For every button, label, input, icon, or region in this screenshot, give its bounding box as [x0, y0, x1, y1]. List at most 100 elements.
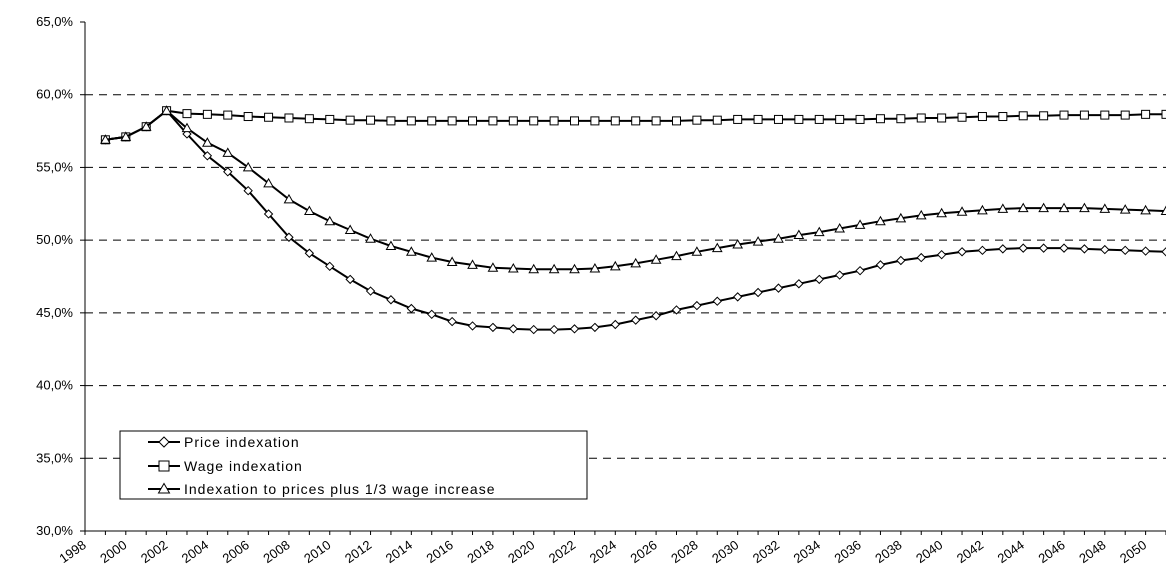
- data-point-diamond: [957, 247, 967, 257]
- data-point-diamond: [916, 252, 926, 263]
- x-tick-label: 2012: [342, 537, 374, 566]
- data-point-square: [202, 109, 212, 119]
- x-tick-label: 2026: [628, 537, 660, 566]
- data-point-diamond: [610, 319, 621, 330]
- data-point-triangle: [467, 259, 478, 269]
- data-point-triangle: [385, 240, 397, 250]
- x-tick-label: 2004: [179, 537, 211, 566]
- y-tick-labels: 30,0% 35,0% 40,0% 45,0% 50,0% 55,0% 60,0% 65,0%: [36, 14, 85, 538]
- data-point-square: [549, 116, 559, 126]
- data-point-triangle: [283, 193, 295, 204]
- data-point-diamond: [365, 286, 376, 296]
- data-point-square: [712, 115, 722, 125]
- triangle-marker-icon: [157, 482, 171, 494]
- data-point-square: [1141, 109, 1151, 119]
- data-point-triangle: [977, 204, 988, 215]
- data-point-diamond: [1161, 247, 1166, 257]
- x-tick-label: 2010: [301, 537, 333, 566]
- data-point-diamond: [794, 279, 804, 289]
- data-point-diamond: [651, 311, 661, 321]
- x-tick-label: 2030: [709, 537, 741, 566]
- data-point-square: [631, 116, 641, 126]
- data-point-square: [794, 114, 804, 124]
- data-point-square: [937, 113, 947, 123]
- data-point-square: [427, 116, 437, 126]
- data-point-triangle: [426, 252, 438, 262]
- data-point-diamond: [488, 322, 498, 333]
- data-point-square: [264, 112, 274, 122]
- axes: [84, 22, 1166, 532]
- data-point-triangle: [1160, 205, 1166, 216]
- data-point-diamond: [977, 245, 988, 256]
- x-tick-label: 2040: [913, 537, 945, 566]
- data-point-diamond: [998, 244, 1008, 254]
- data-point-triangle: [1017, 202, 1029, 213]
- x-tick-label: 2046: [1035, 537, 1067, 566]
- data-point-triangle: [202, 137, 213, 147]
- x-tick-label: 2022: [546, 537, 578, 566]
- legend-box: [119, 430, 588, 500]
- data-point-square: [508, 116, 518, 126]
- diamond-marker-icon: [158, 436, 170, 448]
- y-tick-label: 60,0%: [36, 87, 73, 102]
- x-tick-label: 2036: [831, 537, 863, 566]
- data-point-triangle: [875, 215, 886, 226]
- data-point-diamond: [630, 315, 641, 325]
- legend-item-price: Price indexation: [148, 434, 299, 450]
- data-point-triangle: [732, 238, 744, 249]
- gridlines: [85, 94, 1166, 459]
- data-point-square: [875, 114, 885, 124]
- data-point-triangle: [609, 260, 621, 271]
- legend-item-combined: Indexation to prices plus 1/3 wage incre…: [148, 481, 496, 497]
- data-point-square: [1039, 111, 1049, 121]
- data-point-square: [835, 114, 845, 124]
- data-point-triangle: [1079, 202, 1090, 213]
- data-point-square: [773, 114, 783, 124]
- data-point-diamond: [508, 324, 519, 334]
- data-point-square: [1161, 109, 1166, 119]
- x-tick-label: 2008: [260, 537, 292, 566]
- data-point-diamond: [875, 260, 886, 270]
- data-point-triangle: [650, 254, 662, 264]
- data-point-square: [855, 114, 865, 124]
- data-point-diamond: [223, 167, 233, 177]
- data-point-square: [304, 114, 314, 124]
- data-point-square: [1120, 110, 1130, 120]
- data-point-triangle: [181, 122, 193, 133]
- series-line: [105, 109, 1166, 331]
- x-tick-label: 2038: [872, 537, 904, 566]
- series-group: [100, 105, 1166, 335]
- data-point-diamond: [1038, 243, 1049, 253]
- data-point-square: [610, 116, 620, 126]
- legend-item-wage: Wage indexation: [148, 458, 302, 474]
- square-marker-icon: [158, 460, 170, 472]
- data-point-triangle: [100, 134, 111, 144]
- data-point-square: [488, 116, 498, 126]
- data-point-triangle: [1038, 202, 1049, 213]
- data-point-triangle: [487, 262, 499, 272]
- data-point-triangle: [446, 256, 458, 266]
- data-point-triangle: [365, 233, 376, 243]
- data-point-square: [529, 116, 539, 126]
- data-point-triangle: [813, 226, 825, 237]
- x-tick-label: 2028: [668, 537, 700, 566]
- data-point-diamond: [1059, 243, 1069, 253]
- x-tick-label: 2002: [138, 537, 170, 566]
- data-point-triangle: [793, 229, 805, 240]
- series-triangle: [100, 105, 1166, 274]
- data-point-square: [957, 112, 967, 122]
- data-point-triangle: [630, 257, 642, 268]
- data-point-square: [916, 113, 926, 123]
- data-point-square: [325, 114, 335, 124]
- legend-label-combined: Indexation to prices plus 1/3 wage incre…: [184, 481, 496, 497]
- data-point-diamond: [1100, 244, 1110, 255]
- x-tick-label: 2042: [954, 537, 986, 566]
- x-tick-label: 2018: [464, 537, 496, 566]
- data-point-triangle: [548, 263, 560, 274]
- x-tick-label: 2032: [750, 537, 782, 566]
- data-point-square: [753, 114, 763, 124]
- x-tick-label: 2006: [220, 537, 252, 566]
- y-tick-label: 55,0%: [36, 159, 73, 174]
- data-point-triangle: [895, 212, 907, 223]
